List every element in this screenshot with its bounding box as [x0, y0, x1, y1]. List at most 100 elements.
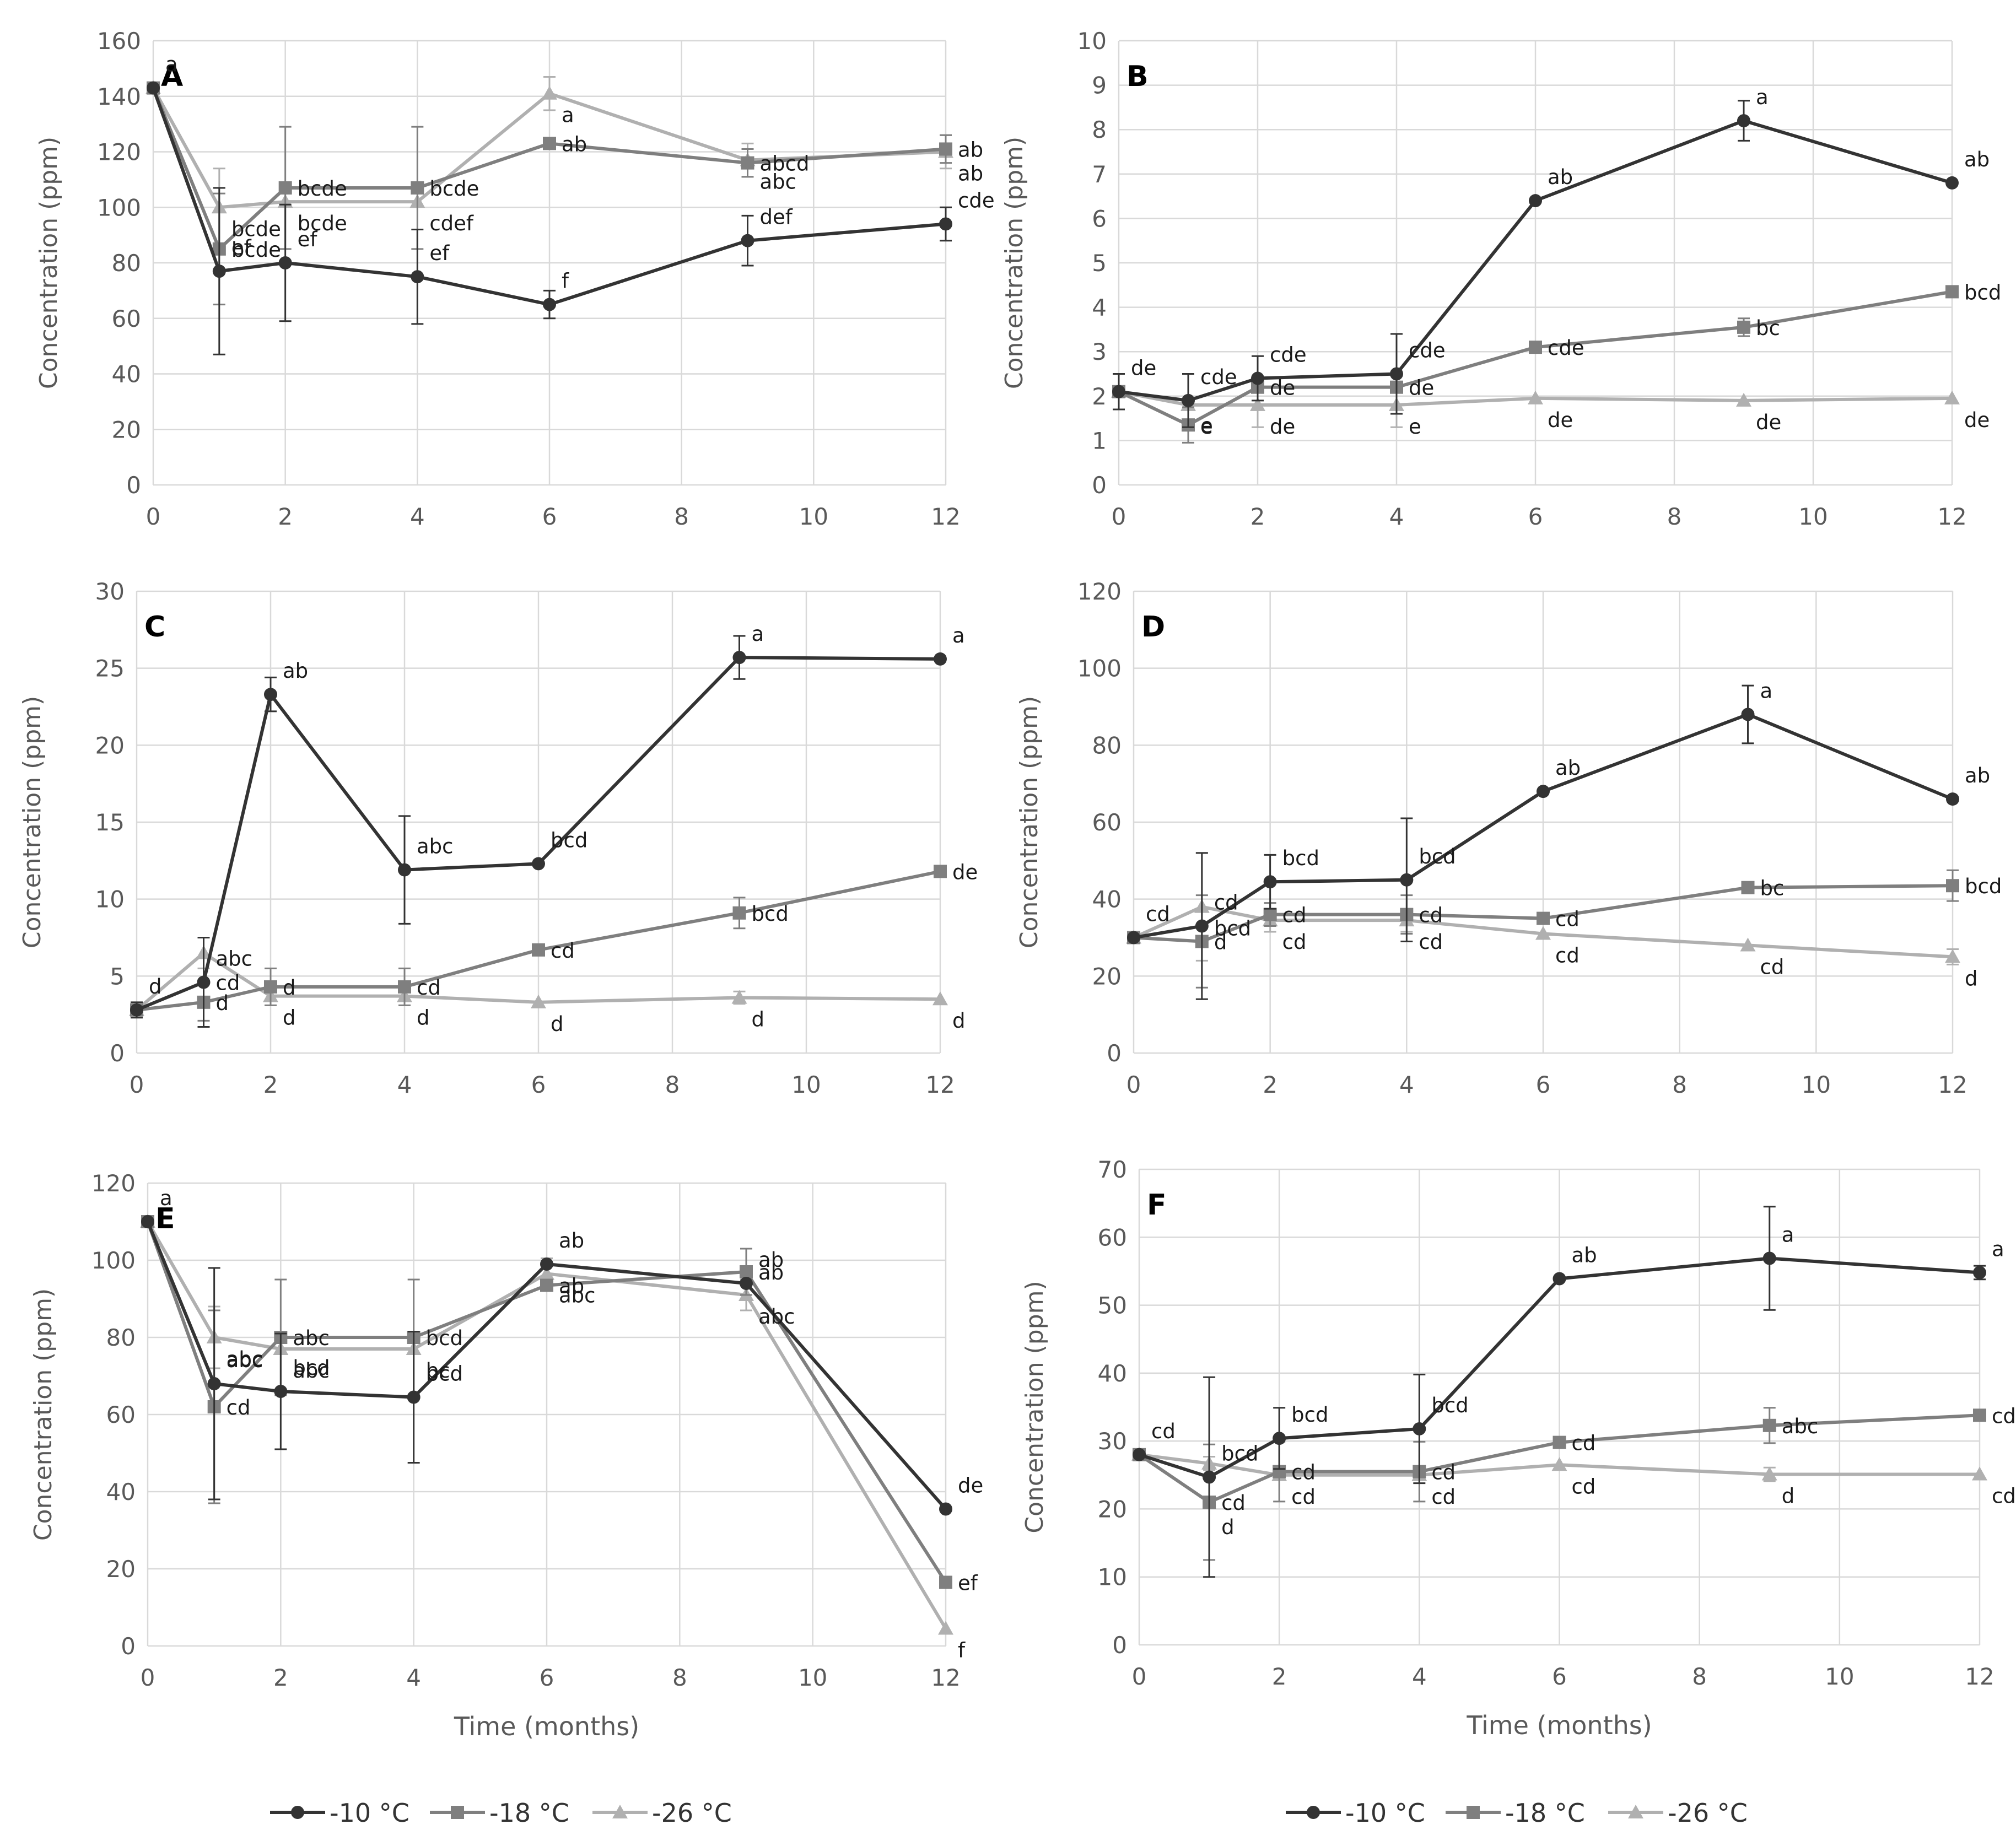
- data-point: [1946, 792, 1959, 806]
- data-point: [540, 1278, 553, 1292]
- significance-label: ab: [958, 162, 983, 186]
- significance-label: abc: [293, 1326, 330, 1350]
- chart-panel-f: 0 10 20 30 40 50 60 70 0 2 4 6 8 10 12 Concentration (p…: [1021, 1156, 2016, 1740]
- x-tick-label: 12: [931, 503, 960, 530]
- significance-label: bcd: [426, 1326, 463, 1350]
- significance-label: a: [1756, 85, 1769, 109]
- data-point: [531, 994, 546, 1008]
- significance-label: de: [1270, 376, 1295, 400]
- legend-right: -10 °C -18 °C -26 °C: [1286, 1798, 1748, 1828]
- x-tick-label: 12: [931, 1664, 960, 1691]
- panel-label: D: [1141, 611, 1165, 644]
- data-point: [411, 270, 424, 284]
- significance-label: ab: [758, 1261, 784, 1284]
- significance-label: cd: [1282, 930, 1307, 954]
- significance-label: cd: [216, 971, 240, 995]
- x-tick-label: 8: [665, 1071, 680, 1098]
- y-tick-label: 7: [1092, 161, 1107, 188]
- significance-label: cde: [1548, 336, 1584, 360]
- x-tick-label: 6: [540, 1664, 554, 1691]
- data-point: [278, 181, 292, 195]
- significance-label: ab: [1965, 764, 1990, 787]
- data-point: [1740, 937, 1756, 952]
- data-point: [147, 81, 160, 95]
- x-tick-label: 6: [1552, 1663, 1567, 1690]
- data-point: [932, 991, 948, 1006]
- data-point: [938, 1621, 953, 1635]
- data-point: [212, 265, 226, 278]
- x-tick-label: 10: [799, 503, 828, 530]
- y-axis-title: Concentration (ppm): [1015, 696, 1043, 948]
- x-tick-label: 4: [410, 503, 425, 530]
- significance-label: abc: [758, 1305, 795, 1329]
- significance-label: ef: [958, 1572, 978, 1595]
- data-point: [398, 863, 411, 877]
- y-tick-label: 60: [112, 305, 141, 332]
- significance-label: de: [1409, 376, 1434, 400]
- x-tick-label: 10: [1798, 503, 1828, 530]
- x-tick-label: 12: [925, 1071, 955, 1098]
- y-tick-label: 160: [97, 28, 141, 55]
- significance-label: a: [752, 622, 764, 646]
- y-tick-label: 20: [112, 416, 141, 443]
- data-point: [264, 688, 277, 701]
- y-tick-label: 40: [106, 1478, 136, 1505]
- data-point: [1195, 919, 1209, 933]
- series-10-c: [1133, 1206, 1986, 1578]
- data-point: [1537, 911, 1550, 925]
- significance-label: bcd: [1965, 875, 2002, 898]
- significance-label: de: [1964, 408, 1990, 432]
- chart-panel-c: 0 5 10 15 20 25 30 0 2 4 6 8 10 12 Concentration (ppm)…: [18, 578, 978, 1098]
- significance-label: abc: [293, 1359, 330, 1383]
- significance-label: f: [562, 269, 569, 293]
- y-tick-label: 100: [97, 194, 141, 221]
- x-tick-label: 4: [406, 1664, 421, 1691]
- data-point: [732, 906, 746, 920]
- legend-label-m26: -26 °C: [652, 1798, 732, 1828]
- data-point: [1400, 873, 1414, 887]
- significance-label: d: [417, 1006, 430, 1030]
- significance-label: de: [952, 860, 978, 884]
- data-point: [264, 980, 277, 994]
- data-point: [1551, 1457, 1567, 1471]
- y-tick-label: 3: [1092, 338, 1107, 365]
- x-tick-label: 6: [1536, 1071, 1551, 1098]
- data-point: [278, 256, 292, 269]
- y-tick-label: 120: [1077, 578, 1122, 605]
- y-axis-title: Concentration (ppm): [29, 1288, 57, 1541]
- x-tick-label: 0: [141, 1664, 155, 1691]
- data-point: [1413, 1422, 1426, 1435]
- significance-label: de: [1756, 411, 1781, 434]
- x-tick-label: 0: [146, 503, 161, 530]
- x-tick-label: 10: [798, 1664, 827, 1691]
- x-tick-label: 6: [542, 503, 557, 530]
- significance-label: cd: [1221, 1491, 1246, 1515]
- y-tick-label: 120: [97, 139, 141, 166]
- significance-label: a: [952, 624, 965, 647]
- legend-marker-m10: [291, 1806, 304, 1819]
- x-tick-label: 8: [1672, 1071, 1687, 1098]
- data-point: [1251, 371, 1264, 385]
- y-tick-label: 20: [95, 732, 125, 759]
- legend-entry-m18: -18 °C: [1446, 1798, 1585, 1828]
- significance-label: cd: [551, 939, 575, 963]
- y-tick-label: 1: [1092, 427, 1107, 454]
- significance-label: cd: [1419, 930, 1443, 954]
- significance-label: cdef: [429, 212, 474, 235]
- data-point: [1250, 397, 1265, 411]
- data-point: [398, 980, 411, 994]
- legend-label-m10: -10 °C: [330, 1798, 409, 1828]
- x-tick-label: 12: [1938, 1071, 1967, 1098]
- significance-label: d: [752, 1007, 765, 1031]
- chart-panel-d: 0 20 40 60 80 100 120 0 2 4 6 8 10 12 Concentration (p…: [1015, 578, 2002, 1098]
- significance-label: cd: [1291, 1461, 1316, 1485]
- x-tick-label: 2: [1250, 503, 1265, 530]
- x-tick-label: 6: [531, 1071, 546, 1098]
- significance-label: bcde: [298, 212, 347, 235]
- series-10-c: [1112, 100, 1959, 428]
- panel-label: E: [155, 1202, 175, 1235]
- x-tick-label: 12: [1965, 1663, 1994, 1690]
- data-point: [532, 857, 545, 871]
- significance-label: cd: [1760, 955, 1785, 979]
